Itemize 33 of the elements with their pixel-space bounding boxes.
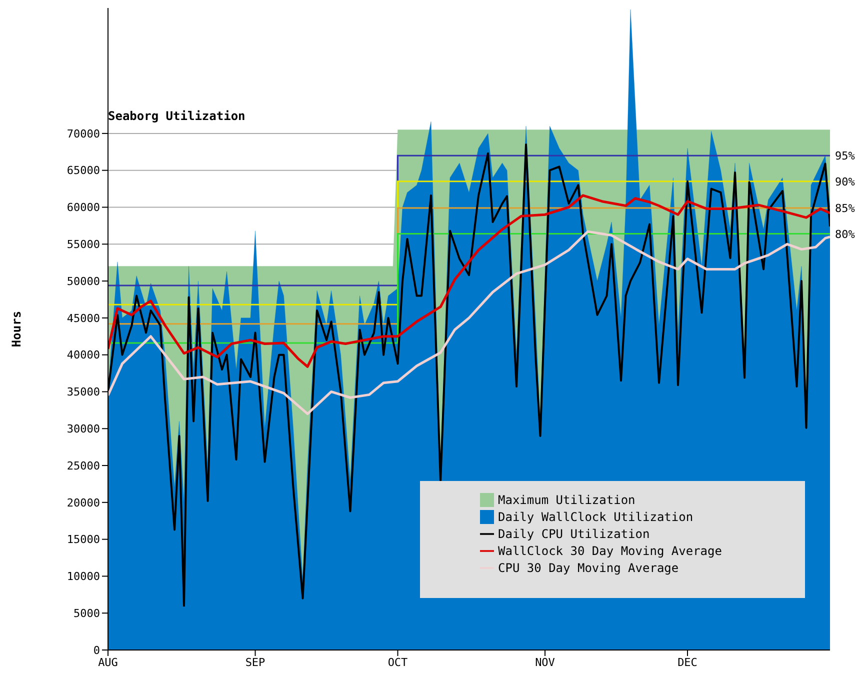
y-tick-label: 35000 [66, 386, 100, 399]
series-label: 95% [835, 150, 856, 163]
y-tick-label: 40000 [66, 348, 100, 362]
line-series [108, 194, 830, 368]
y-tick-label: 55000 [66, 238, 100, 252]
y-tick-label: 10000 [66, 570, 100, 584]
series-label: 90% [835, 175, 856, 188]
y-axis-title: Hours [9, 310, 24, 348]
y-tick-label: 60000 [66, 201, 100, 214]
y-tick-label: 0 [93, 644, 100, 657]
legend-label: WallClock 30 Day Moving Average [498, 544, 722, 558]
y-tick-label: 45000 [66, 312, 100, 325]
x-tick-label: NOV [535, 656, 556, 669]
y-tick-label: 30000 [66, 422, 100, 436]
y-tick-label: 65000 [66, 164, 100, 178]
y-tick-label: 15000 [66, 533, 100, 546]
x-tick-label: OCT [388, 656, 408, 669]
x-tick-label: SEP [245, 656, 266, 669]
legend-label: Maximum Utilization [498, 493, 636, 507]
line-series [108, 230, 830, 416]
legend-label: CPU 30 Day Moving Average [498, 561, 679, 575]
text: Seaborg Utilization [108, 109, 246, 123]
y-tick-label: 50000 [66, 274, 100, 288]
legend-label: Daily CPU Utilization [498, 527, 650, 541]
y-tick-label: 25000 [66, 459, 100, 472]
x-tick-label: AUG [98, 656, 118, 669]
series-label: Daily WallClock Utilization [498, 510, 694, 524]
x-tick-label: DEC [678, 656, 698, 669]
series-label: 80% [835, 228, 856, 241]
y-tick-label: 20000 [66, 496, 100, 510]
y-tick-label: 70000 [66, 127, 100, 140]
series-label: 85% [835, 202, 856, 215]
y-tick-label: 5000 [74, 607, 100, 620]
